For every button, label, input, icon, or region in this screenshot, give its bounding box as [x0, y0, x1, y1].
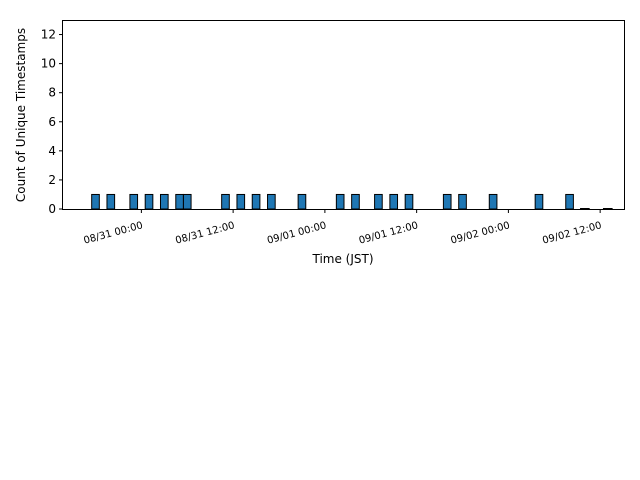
bar — [374, 193, 383, 210]
x-ticks: 08/31 00:00 08/31 12:00 09/01 00:00 09/01 1… — [83, 209, 603, 247]
bar — [236, 193, 246, 210]
bar — [91, 193, 100, 210]
y-tick-label: 0 — [48, 202, 56, 216]
x-tick-label: 09/01 12:00 — [358, 220, 420, 246]
bar — [144, 193, 154, 210]
bar — [221, 193, 230, 210]
y-tick-label: 6 — [48, 115, 56, 129]
bar — [267, 193, 276, 210]
bar — [488, 193, 498, 210]
bar — [182, 193, 192, 210]
bar — [129, 193, 139, 210]
bar — [297, 193, 307, 210]
bar — [251, 193, 261, 210]
x-tick-label: 09/02 12:00 — [541, 220, 603, 246]
bar — [175, 193, 184, 210]
x-tick-label: 09/01 00:00 — [266, 220, 328, 246]
y-tick-label: 4 — [48, 144, 56, 158]
bar — [335, 193, 345, 210]
bar — [442, 193, 452, 210]
y-axis-label: Count of Unique Timestamps — [14, 28, 28, 202]
bar — [351, 193, 360, 210]
bars-layer — [91, 193, 613, 210]
bar — [458, 193, 467, 210]
bar — [106, 193, 116, 210]
x-axis-label: Time (JST) — [311, 252, 373, 266]
bar — [565, 193, 574, 210]
bar — [404, 193, 414, 210]
y-tick-label: 8 — [48, 86, 56, 100]
x-tick-label: 09/02 00:00 — [450, 220, 512, 246]
x-tick-label: 08/31 00:00 — [83, 220, 145, 246]
plot-frame — [62, 20, 625, 210]
y-tick-label: 10 — [41, 57, 56, 71]
y-tick-label: 12 — [41, 28, 56, 42]
bar — [389, 193, 399, 210]
y-ticks: 0 2 4 6 8 10 12 — [41, 28, 63, 216]
y-tick-label: 2 — [48, 173, 56, 187]
bar — [534, 193, 544, 210]
bar — [159, 193, 169, 210]
x-tick-label: 08/31 12:00 — [174, 220, 236, 246]
